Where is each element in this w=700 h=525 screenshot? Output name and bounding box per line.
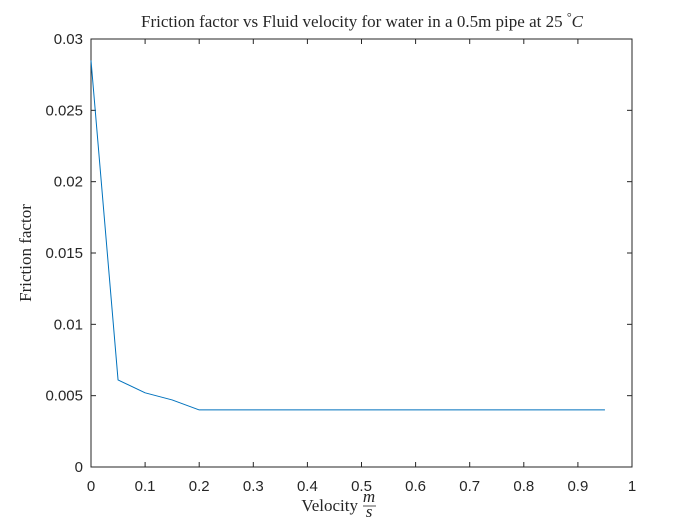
x-tick-label: 0.3 [243, 478, 264, 495]
series-line [90, 60, 605, 411]
x-tick-label: 0.2 [189, 478, 210, 495]
y-tick-labels: 0 0.005 0.01 0.015 0.02 0.025 0.03 [45, 31, 83, 476]
temperature-unit: C [572, 12, 584, 31]
x-tick-label: 0.8 [513, 478, 534, 495]
x-tick-label: 0.7 [459, 478, 480, 495]
chart-title: Friction factor vs Fluid velocity for wa… [141, 10, 584, 31]
series-layer [90, 60, 605, 411]
y-tick-label: 0.005 [45, 388, 83, 405]
x-tick-labels: 0 0.1 0.2 0.3 0.4 0.5 0.6 0.7 0.8 0.9 1 [87, 478, 636, 495]
y-tick-label: 0.03 [54, 31, 83, 48]
y-tick-label: 0.015 [45, 245, 83, 262]
x-tick-label: 0.9 [567, 478, 588, 495]
x-axis-label-denominator: s [366, 502, 373, 521]
x-tick-label: 0.6 [405, 478, 426, 495]
y-tick-label: 0.01 [54, 316, 83, 333]
x-axis-label-numerator: m [363, 487, 375, 506]
degree-symbol: ° [567, 10, 572, 24]
chart-title-text: Friction factor vs Fluid velocity for wa… [141, 12, 567, 31]
plot-area [90, 38, 633, 468]
y-axis-label: Friction factor [16, 204, 35, 302]
x-tick-label: 1 [628, 478, 636, 495]
x-tick-label: 0.4 [297, 478, 318, 495]
y-tick-label: 0.02 [54, 174, 83, 191]
x-axis-label: Velocity m s [301, 487, 376, 521]
y-tick-label: 0.025 [45, 102, 83, 119]
x-tick-label: 0.1 [135, 478, 156, 495]
y-tick-label: 0 [75, 459, 83, 476]
x-tick-label: 0 [87, 478, 95, 495]
x-axis-label-text: Velocity [301, 496, 358, 515]
x-tick-label: 0.5 [351, 478, 372, 495]
tick-marks [90, 38, 633, 468]
